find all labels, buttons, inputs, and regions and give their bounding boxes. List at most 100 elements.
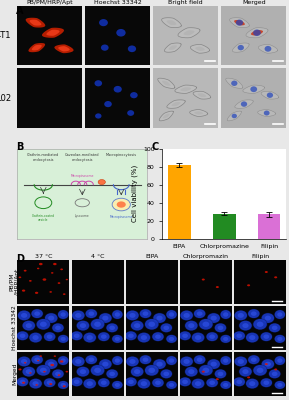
Ellipse shape — [206, 378, 218, 388]
Ellipse shape — [144, 318, 159, 330]
Polygon shape — [258, 110, 276, 116]
Ellipse shape — [242, 323, 249, 328]
Ellipse shape — [94, 368, 101, 373]
Ellipse shape — [112, 310, 123, 319]
Ellipse shape — [101, 380, 107, 385]
Ellipse shape — [51, 272, 53, 274]
Ellipse shape — [209, 334, 215, 339]
Circle shape — [98, 180, 105, 184]
Ellipse shape — [43, 378, 56, 388]
Ellipse shape — [246, 333, 258, 342]
Ellipse shape — [274, 310, 286, 319]
Ellipse shape — [267, 92, 273, 98]
Ellipse shape — [125, 331, 137, 341]
Ellipse shape — [95, 80, 102, 86]
Ellipse shape — [137, 332, 151, 343]
Ellipse shape — [220, 310, 231, 319]
Ellipse shape — [90, 364, 105, 376]
Ellipse shape — [153, 313, 166, 323]
Ellipse shape — [152, 332, 164, 342]
Ellipse shape — [129, 313, 136, 318]
Ellipse shape — [37, 360, 39, 361]
Ellipse shape — [277, 312, 282, 317]
Ellipse shape — [268, 369, 281, 379]
Ellipse shape — [22, 290, 25, 292]
Ellipse shape — [238, 45, 244, 50]
Ellipse shape — [63, 385, 66, 387]
Ellipse shape — [49, 383, 52, 385]
Polygon shape — [54, 44, 73, 53]
Polygon shape — [178, 28, 200, 38]
Ellipse shape — [180, 310, 193, 320]
Ellipse shape — [248, 355, 260, 364]
Ellipse shape — [17, 356, 31, 367]
Y-axis label: 4T1: 4T1 — [0, 31, 11, 40]
Ellipse shape — [231, 80, 238, 86]
Ellipse shape — [265, 363, 268, 365]
Ellipse shape — [58, 282, 60, 284]
Ellipse shape — [44, 332, 55, 341]
Ellipse shape — [21, 359, 27, 364]
Ellipse shape — [37, 365, 50, 376]
Ellipse shape — [58, 356, 69, 366]
Ellipse shape — [272, 326, 277, 330]
Ellipse shape — [76, 320, 90, 331]
Y-axis label: PB/PM
/HRP/Apt: PB/PM /HRP/Apt — [9, 269, 20, 295]
Polygon shape — [42, 28, 64, 38]
Ellipse shape — [129, 359, 136, 364]
Polygon shape — [167, 100, 185, 108]
Ellipse shape — [58, 335, 68, 343]
Ellipse shape — [203, 368, 209, 373]
Ellipse shape — [99, 19, 108, 26]
Ellipse shape — [134, 369, 140, 374]
Polygon shape — [184, 30, 194, 35]
Polygon shape — [164, 43, 181, 52]
Ellipse shape — [114, 86, 122, 92]
Ellipse shape — [206, 332, 218, 341]
Ellipse shape — [112, 356, 123, 366]
Ellipse shape — [61, 383, 66, 387]
Polygon shape — [194, 111, 203, 115]
Polygon shape — [190, 44, 210, 53]
Ellipse shape — [97, 378, 110, 388]
Ellipse shape — [180, 356, 194, 367]
Ellipse shape — [214, 369, 227, 379]
Ellipse shape — [238, 313, 244, 318]
Ellipse shape — [29, 333, 42, 342]
Ellipse shape — [251, 358, 257, 362]
Ellipse shape — [265, 362, 271, 366]
Ellipse shape — [166, 380, 177, 389]
Ellipse shape — [208, 313, 220, 323]
Ellipse shape — [131, 367, 143, 376]
Ellipse shape — [58, 334, 69, 343]
Ellipse shape — [71, 378, 82, 386]
Ellipse shape — [29, 378, 42, 389]
Ellipse shape — [216, 378, 219, 380]
Polygon shape — [226, 78, 243, 88]
Ellipse shape — [101, 44, 109, 51]
Ellipse shape — [156, 362, 163, 366]
Ellipse shape — [54, 355, 56, 357]
Ellipse shape — [221, 335, 231, 343]
Ellipse shape — [32, 355, 43, 364]
Ellipse shape — [234, 310, 248, 321]
Ellipse shape — [220, 356, 231, 366]
Text: D: D — [16, 254, 24, 264]
Ellipse shape — [126, 356, 139, 366]
Ellipse shape — [140, 355, 151, 364]
Ellipse shape — [160, 323, 173, 333]
Polygon shape — [234, 20, 245, 25]
Ellipse shape — [31, 355, 43, 364]
Ellipse shape — [148, 368, 155, 373]
Ellipse shape — [247, 284, 250, 286]
Y-axis label: Hoechst 33342: Hoechst 33342 — [12, 306, 17, 350]
Ellipse shape — [17, 331, 28, 340]
Ellipse shape — [248, 309, 260, 318]
Ellipse shape — [128, 334, 134, 338]
Ellipse shape — [179, 331, 191, 341]
Ellipse shape — [66, 279, 68, 280]
Ellipse shape — [272, 372, 277, 376]
Ellipse shape — [126, 356, 139, 367]
Ellipse shape — [61, 312, 66, 317]
Ellipse shape — [32, 309, 43, 318]
